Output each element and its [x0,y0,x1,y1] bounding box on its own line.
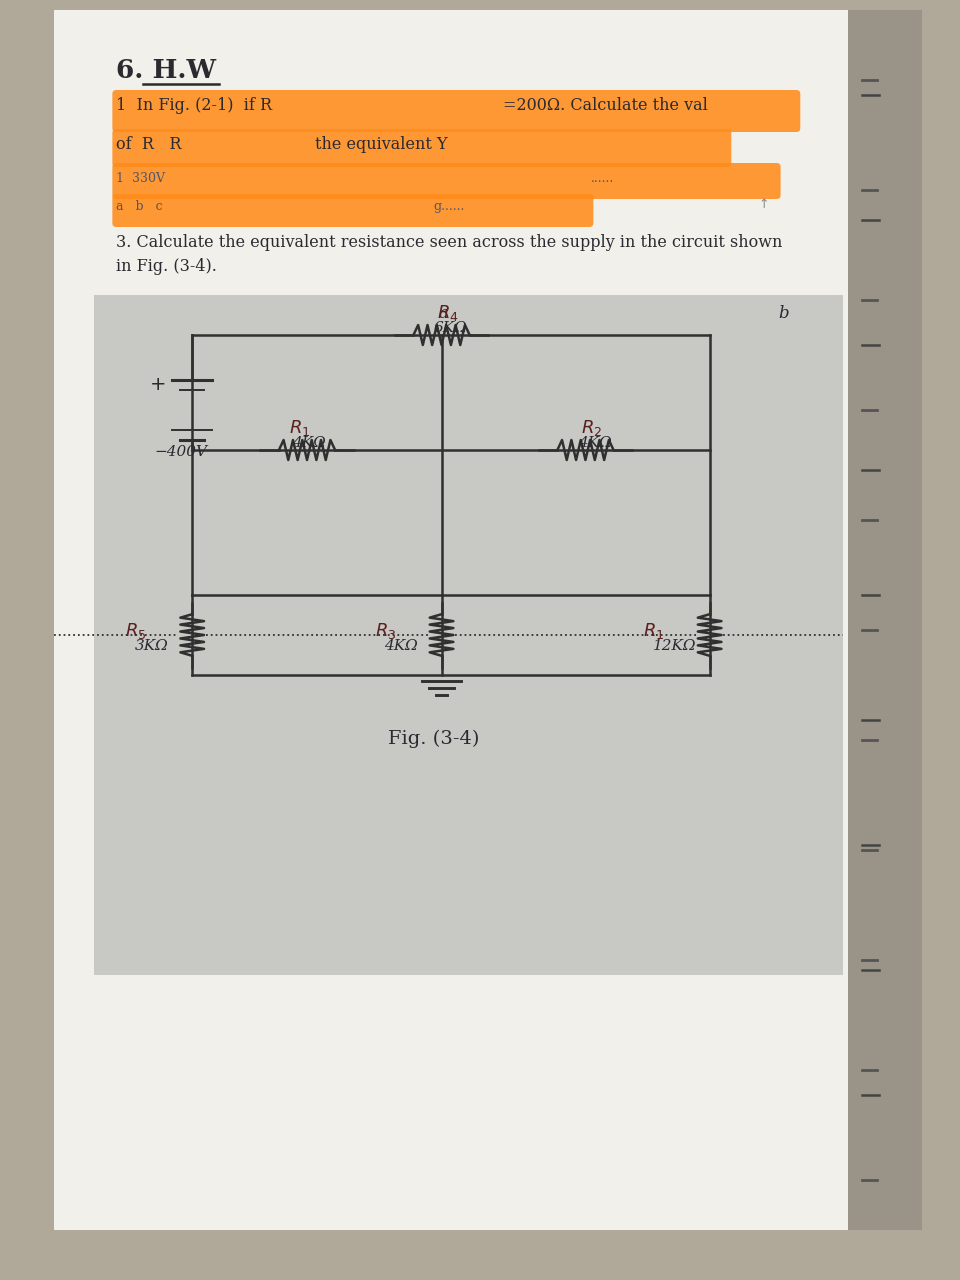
Text: 6KΩ: 6KΩ [434,321,468,335]
Text: ......: ...... [591,172,614,186]
Text: −400V: −400V [155,445,207,460]
Text: a   b   c: a b c [116,200,163,212]
Text: a: a [439,305,448,323]
Text: 4KΩ: 4KΩ [292,436,326,451]
FancyBboxPatch shape [54,10,873,1230]
Text: $R_1$: $R_1$ [289,419,311,438]
FancyBboxPatch shape [94,294,843,975]
Text: of  R   R: of R R [116,136,181,154]
FancyBboxPatch shape [112,90,801,132]
Text: 6. H.W: 6. H.W [116,58,216,83]
FancyBboxPatch shape [112,163,780,198]
Text: g......: g...... [434,200,465,212]
Text: Fig. (3-4): Fig. (3-4) [388,730,479,749]
Text: $R_3$: $R_3$ [374,621,396,641]
FancyBboxPatch shape [112,129,732,166]
FancyBboxPatch shape [848,10,922,1230]
Text: 1  330V: 1 330V [116,172,165,186]
Text: the equivalent Y: the equivalent Y [316,136,448,154]
Text: $R_4$: $R_4$ [437,303,458,323]
Text: 4KΩ: 4KΩ [578,436,612,451]
Text: 3KΩ: 3KΩ [135,639,169,653]
Text: $R_1$: $R_1$ [642,621,664,641]
Text: $R_5$: $R_5$ [125,621,147,641]
FancyBboxPatch shape [112,195,593,227]
Text: 12KΩ: 12KΩ [653,639,696,653]
Text: $R_2$: $R_2$ [581,419,602,438]
Text: ↑: ↑ [759,198,769,211]
Text: b: b [779,305,789,323]
Text: =200Ω. Calculate the val: =200Ω. Calculate the val [503,97,708,114]
Text: in Fig. (3-4).: in Fig. (3-4). [116,259,217,275]
Text: +: + [150,375,166,394]
Text: 1  In Fig. (2-1)  if R: 1 In Fig. (2-1) if R [116,97,273,114]
Text: 4KΩ: 4KΩ [384,639,419,653]
Text: 3. Calculate the equivalent resistance seen across the supply in the circuit sho: 3. Calculate the equivalent resistance s… [116,234,782,251]
